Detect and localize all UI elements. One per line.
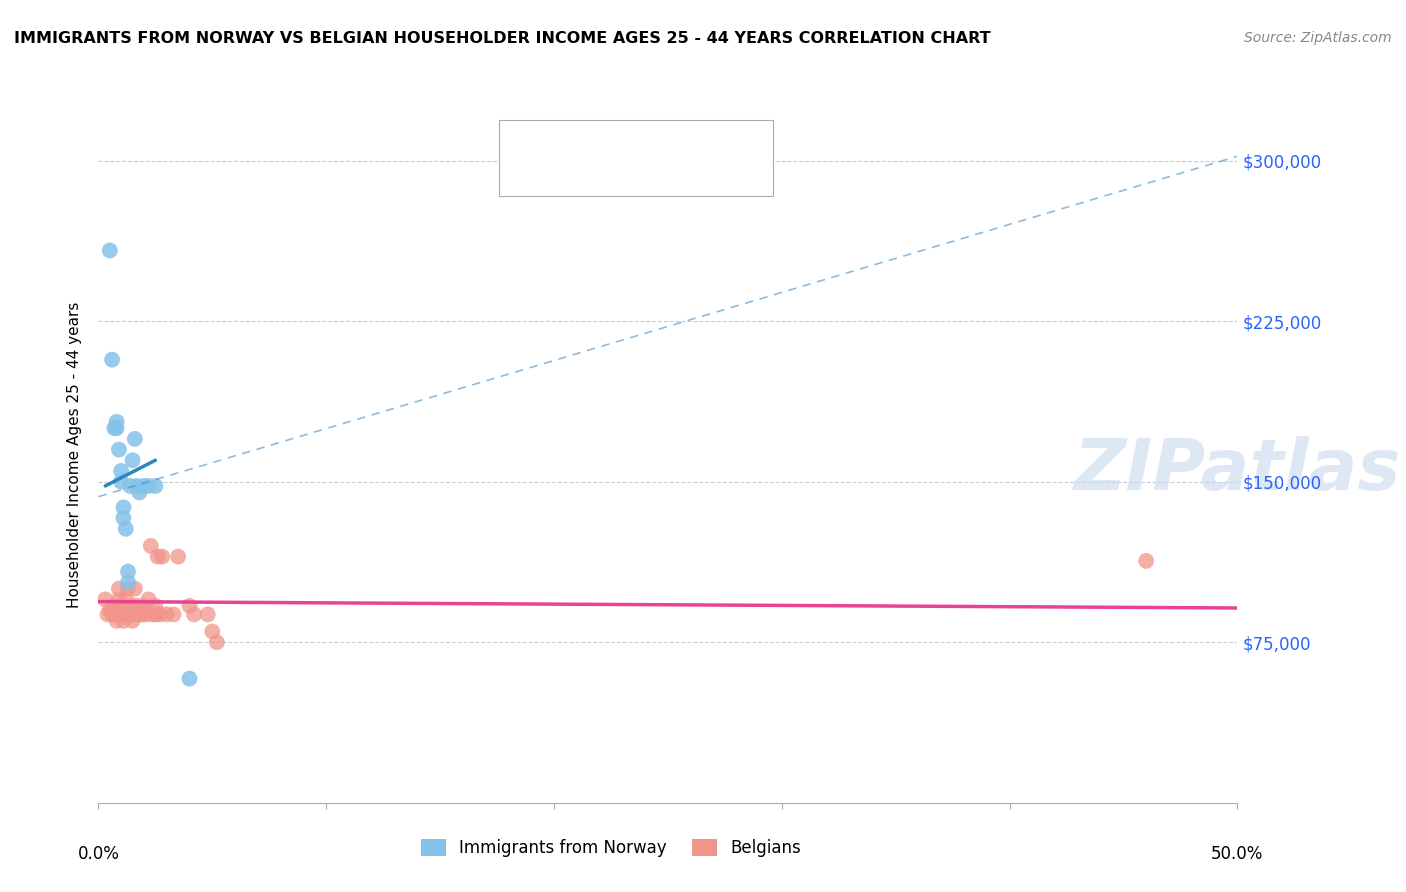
Text: R =: R = xyxy=(541,173,569,187)
Point xyxy=(167,549,190,564)
Point xyxy=(108,582,131,596)
Point xyxy=(128,485,150,500)
Point xyxy=(112,607,135,622)
Point xyxy=(94,592,117,607)
Text: -0.048: -0.048 xyxy=(572,173,627,187)
Point xyxy=(103,599,125,613)
Point xyxy=(183,607,205,622)
Point xyxy=(101,352,124,367)
Point xyxy=(105,607,128,622)
Point xyxy=(103,421,125,435)
Point xyxy=(108,442,131,457)
Text: R =: R = xyxy=(541,133,569,147)
Point xyxy=(105,415,128,429)
Point xyxy=(114,522,136,536)
Point xyxy=(114,592,136,607)
Point xyxy=(124,432,146,446)
Point xyxy=(110,475,132,489)
Point xyxy=(1135,554,1157,568)
Point xyxy=(149,607,172,622)
Point xyxy=(131,607,153,622)
Point xyxy=(117,607,139,622)
Point xyxy=(139,539,162,553)
Point xyxy=(108,592,131,607)
Point xyxy=(120,479,142,493)
Text: 0.109: 0.109 xyxy=(586,133,634,147)
Point xyxy=(197,607,219,622)
Point xyxy=(101,607,124,622)
Point xyxy=(98,244,121,258)
Point xyxy=(110,599,132,613)
Point xyxy=(138,479,160,493)
Point xyxy=(112,511,135,525)
Point xyxy=(162,607,184,622)
Point xyxy=(110,607,132,622)
Point xyxy=(135,607,157,622)
Point xyxy=(127,599,149,613)
Text: ■: ■ xyxy=(509,131,526,149)
Point xyxy=(142,607,165,622)
Text: ZIPatlas: ZIPatlas xyxy=(1074,436,1400,506)
Point xyxy=(138,592,160,607)
Point xyxy=(114,607,136,622)
Point xyxy=(145,599,167,613)
Point xyxy=(179,599,201,613)
Point xyxy=(128,607,150,622)
Text: Source: ZipAtlas.com: Source: ZipAtlas.com xyxy=(1244,31,1392,45)
Point xyxy=(120,607,142,622)
Point xyxy=(150,549,173,564)
Y-axis label: Householder Income Ages 25 - 44 years: Householder Income Ages 25 - 44 years xyxy=(67,301,83,608)
Point xyxy=(121,614,143,628)
Point xyxy=(112,614,135,628)
Point xyxy=(98,603,121,617)
Point xyxy=(146,549,169,564)
Point xyxy=(105,421,128,435)
Point xyxy=(124,582,146,596)
Text: 50.0%: 50.0% xyxy=(1211,845,1264,863)
Text: N = 45: N = 45 xyxy=(661,173,718,187)
Text: N = 22: N = 22 xyxy=(661,133,718,147)
Text: 0.0%: 0.0% xyxy=(77,845,120,863)
Point xyxy=(156,607,179,622)
Text: IMMIGRANTS FROM NORWAY VS BELGIAN HOUSEHOLDER INCOME AGES 25 - 44 YEARS CORRELAT: IMMIGRANTS FROM NORWAY VS BELGIAN HOUSEH… xyxy=(14,31,991,46)
Point xyxy=(110,464,132,478)
Point xyxy=(205,635,228,649)
Point xyxy=(103,607,125,622)
Point xyxy=(105,614,128,628)
Point xyxy=(117,565,139,579)
Point xyxy=(145,607,167,622)
Point xyxy=(179,672,201,686)
Point xyxy=(117,582,139,596)
Point xyxy=(132,599,155,613)
Point xyxy=(132,479,155,493)
Point xyxy=(201,624,224,639)
Point xyxy=(124,607,146,622)
Point xyxy=(96,607,118,622)
Legend: Immigrants from Norway, Belgians: Immigrants from Norway, Belgians xyxy=(415,832,807,864)
Point xyxy=(112,500,135,515)
Point xyxy=(145,479,167,493)
Point xyxy=(127,479,149,493)
Point xyxy=(121,453,143,467)
Point xyxy=(121,599,143,613)
Text: ■: ■ xyxy=(509,171,526,189)
Point xyxy=(117,575,139,590)
